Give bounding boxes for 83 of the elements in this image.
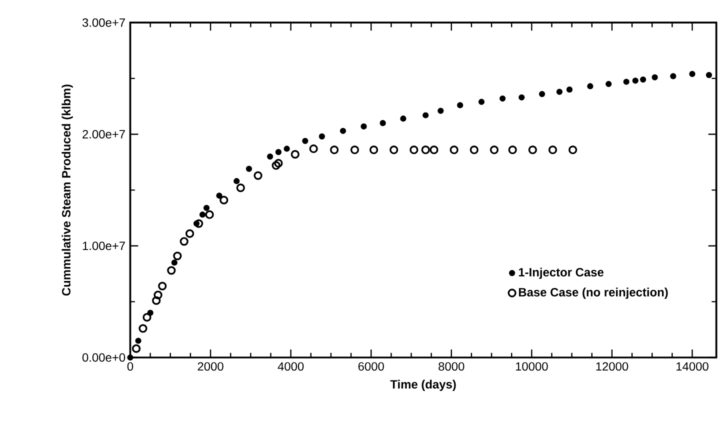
x-axis-title: Time (days) [390, 380, 456, 391]
y-tick-label: 1.00e+7 [82, 242, 125, 250]
point [246, 166, 252, 172]
x-tick-label: 12000 [596, 362, 628, 371]
point [205, 210, 214, 219]
point [421, 146, 430, 154]
point [267, 154, 274, 160]
point [380, 120, 386, 126]
point [438, 108, 444, 114]
point [508, 146, 517, 154]
point [132, 344, 141, 353]
point [528, 146, 538, 154]
point [422, 112, 429, 118]
point [548, 146, 558, 154]
point [350, 146, 360, 154]
x-tick-label: 14000 [676, 362, 708, 371]
point [274, 158, 283, 168]
point [236, 184, 245, 192]
point [340, 128, 346, 134]
point [135, 338, 142, 344]
y-tick-label: 0.00e+0 [82, 353, 126, 362]
point [203, 204, 210, 211]
point [199, 212, 206, 218]
point [538, 91, 546, 98]
point [490, 146, 499, 154]
point [623, 78, 630, 85]
point [330, 146, 339, 154]
point [470, 146, 478, 154]
y-tick-label: 3.00e+7 [82, 18, 125, 27]
point [360, 123, 367, 130]
point [173, 252, 182, 260]
x-tick-label: 4000 [278, 362, 304, 371]
point [566, 86, 573, 93]
point [254, 171, 262, 180]
point [142, 313, 152, 322]
point [284, 146, 290, 152]
legend-label: 1-Injector Case [518, 268, 604, 279]
x-tick-label: 6000 [358, 362, 384, 371]
point [275, 149, 282, 156]
point [171, 260, 178, 266]
point [152, 296, 161, 305]
y-axis-title: Cummulative Steam Produced (klbm) [62, 84, 73, 296]
point [478, 98, 485, 105]
point [450, 146, 458, 154]
point [390, 146, 398, 154]
point [410, 146, 418, 154]
y-tick-label: 2.00e+7 [82, 130, 125, 139]
point [220, 196, 228, 204]
point [606, 80, 612, 88]
point [457, 102, 464, 108]
point [127, 354, 134, 361]
point [302, 138, 308, 144]
point [309, 144, 318, 154]
point [400, 116, 406, 122]
point [154, 290, 162, 300]
point [369, 146, 378, 154]
point [632, 78, 638, 84]
legend-label: Base Case (no reinjection) [518, 288, 668, 299]
point [689, 70, 696, 78]
point [185, 229, 194, 238]
point [318, 133, 325, 140]
point [500, 95, 506, 102]
point [158, 282, 167, 290]
point [430, 146, 438, 154]
point [587, 83, 594, 90]
x-tick-label: 2000 [198, 362, 224, 371]
point [216, 192, 222, 199]
point [272, 161, 280, 170]
point [652, 74, 658, 80]
point [568, 146, 578, 154]
x-tick-label: 8000 [438, 362, 464, 371]
point [234, 178, 240, 184]
point [167, 266, 176, 275]
point [556, 88, 563, 95]
point [194, 219, 204, 228]
x-tick-label: 0 [127, 362, 134, 371]
point [640, 76, 646, 83]
point [138, 324, 148, 333]
point [670, 73, 676, 80]
point [518, 94, 525, 100]
x-tick-label: 10000 [516, 362, 548, 371]
point [290, 150, 300, 159]
point [180, 237, 188, 246]
